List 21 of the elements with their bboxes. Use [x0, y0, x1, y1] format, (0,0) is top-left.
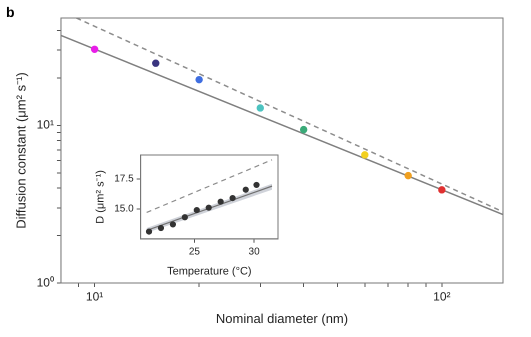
text: b: [6, 4, 15, 20]
point: [218, 198, 224, 205]
x-tick-label: 10²: [433, 290, 451, 304]
y-tick-label: 10⁰: [36, 275, 54, 290]
point: [253, 182, 260, 188]
point: [230, 194, 236, 202]
point: [194, 206, 200, 214]
point: [158, 224, 164, 232]
y-tick-label: 17.5: [114, 174, 134, 185]
point: [182, 214, 188, 220]
point: [170, 221, 176, 228]
y-tick-label: 15.0: [114, 204, 134, 215]
x-tick-label: 30: [248, 246, 260, 258]
point: [242, 186, 249, 193]
y-axis-title: Diffusion constant (μm² s⁻¹): [13, 72, 28, 229]
y-axis-title: D (μm² s⁻¹): [94, 170, 107, 224]
x-axis-title: Nominal diameter (nm): [216, 310, 348, 326]
x-axis-title: Temperature (°C): [167, 265, 252, 278]
point: [146, 228, 152, 235]
point: [206, 204, 212, 211]
x-tick-label: 25: [188, 246, 200, 258]
